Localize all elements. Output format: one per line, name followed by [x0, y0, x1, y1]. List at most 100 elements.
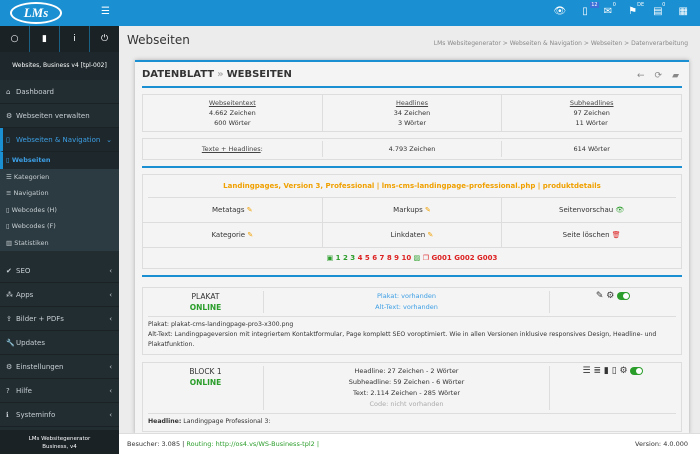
list-alt-icon[interactable]: ≣: [593, 366, 601, 376]
block-link[interactable]: 10: [401, 254, 412, 262]
bars-icon: ≡: [6, 189, 14, 197]
plakat-status: Plakat: vorhanden: [377, 292, 436, 300]
sidebar-sub-webcodes-f[interactable]: ▯ Webcodes (F): [0, 218, 119, 235]
sidebar-item-dashboard[interactable]: ⌂ Dashboard: [0, 80, 119, 104]
label: Seitenvorschau: [559, 206, 614, 214]
sidebar-item-einstellungen[interactable]: ⚙ Einstellungen ‹: [0, 355, 119, 379]
image-icon[interactable]: ▨: [413, 254, 421, 262]
sidebar-sub-webseiten[interactable]: ▯ Webseiten: [0, 152, 119, 169]
stats-box: Webseitentext 4.662 Zeichen 600 Wörter Hea…: [142, 94, 682, 132]
label: Dashboard: [16, 88, 54, 96]
mail-badge: 0: [612, 2, 616, 8]
eye-icon[interactable]: 👁: [553, 6, 567, 17]
trash-icon: 🗑: [611, 231, 621, 239]
code-file-icon[interactable]: ▯: [611, 366, 617, 376]
copy-icon[interactable]: ▮: [30, 26, 60, 52]
block-link[interactable]: 9: [394, 254, 400, 262]
plakat-block: PLAKAT ONLINE Plakat: vorhanden Alt-Text: …: [142, 287, 682, 355]
wrench-icon: 🔧: [6, 339, 15, 347]
block-link[interactable]: 8: [386, 254, 392, 262]
label: Markups: [393, 206, 423, 214]
sidebar-item-updates[interactable]: 🔧 Updates: [0, 331, 119, 355]
pencil-icon[interactable]: ✎: [595, 291, 604, 301]
sidebar-sub-statistiken[interactable]: ▥ Statistiken: [0, 235, 119, 252]
total-label: Texte + Headlines:: [201, 145, 263, 153]
preview-button[interactable]: Seitenvorschau 👁: [501, 198, 681, 222]
sidebar-item-webseiten-verwalten[interactable]: ⚙ Webseiten verwalten: [0, 104, 119, 128]
markups-button[interactable]: Markups ✎: [321, 198, 502, 222]
flag-badge: DE: [637, 2, 645, 8]
gears-icon: ⚙: [6, 363, 13, 371]
mail-icon[interactable]: ✉ 0: [603, 2, 616, 17]
back-arrow-icon[interactable]: ←: [636, 71, 645, 81]
routing-link[interactable]: Routing: http://os4.vs/WS-Business-tpl2 …: [186, 440, 320, 448]
metatags-button[interactable]: Metatags ✎: [143, 198, 322, 222]
refresh-icon[interactable]: ○: [0, 26, 30, 52]
sidebar-item-seo[interactable]: ✔ SEO ‹: [0, 259, 119, 283]
gear-icon[interactable]: ⚙: [619, 366, 628, 376]
visitor-count: Besucher: 3.085 |: [127, 440, 185, 448]
book-icon[interactable]: ▰: [672, 71, 679, 81]
sidebar-item-apps[interactable]: ⁂ Apps ‹: [0, 283, 119, 307]
code-link[interactable]: G002: [454, 254, 475, 262]
file-icon: ▯: [6, 136, 10, 144]
copy-icon[interactable]: ❐: [422, 254, 429, 262]
kategorie-button[interactable]: Kategorie ✎: [143, 223, 322, 247]
label: Linkdaten: [390, 231, 426, 239]
list-icon[interactable]: ☰: [582, 366, 591, 376]
notes-icon[interactable]: ▯ 12: [582, 2, 599, 17]
upload-icon: ⇪: [6, 315, 12, 323]
chevron-left-icon: ‹: [109, 267, 112, 275]
sidebar-title: Websites, Business v4 [tpl-002]: [0, 52, 119, 80]
grid-icon[interactable]: ▦: [678, 6, 688, 17]
delete-page-button[interactable]: Seite löschen 🗑: [501, 223, 681, 247]
refresh-icon[interactable]: ⟳: [654, 71, 663, 81]
info-icon[interactable]: i: [60, 26, 90, 52]
block-link[interactable]: 3: [350, 254, 356, 262]
message-badge: 0: [662, 2, 666, 8]
sidebar-item-bilder-pdfs[interactable]: ⇪ Bilder + PDFs ‹: [0, 307, 119, 331]
chart-icon: ▥: [6, 238, 15, 247]
label: Webseiten & Navigation: [16, 136, 101, 144]
stat-words: 600 Wörter: [214, 119, 251, 127]
online-toggle[interactable]: [630, 366, 644, 375]
chevron-left-icon: ‹: [109, 411, 112, 419]
label: Webseiten: [11, 156, 51, 164]
power-icon[interactable]: ⏻: [100, 34, 109, 44]
list-icon: ☰: [6, 172, 14, 181]
online-toggle[interactable]: [617, 291, 631, 300]
file-icon[interactable]: ▮: [603, 366, 609, 376]
linkdaten-button[interactable]: Linkdaten ✎: [321, 223, 502, 247]
sidebar-item-systeminfo[interactable]: ℹ Systeminfo ‹: [0, 403, 119, 427]
label: Seite löschen: [562, 231, 610, 239]
block-link[interactable]: 5: [364, 254, 370, 262]
block-link[interactable]: 1: [335, 254, 341, 262]
id-card-icon[interactable]: ▣: [326, 254, 334, 262]
sidebar-sub-kategorien[interactable]: ☰ Kategorien: [0, 169, 119, 186]
notes-badge: 12: [590, 2, 599, 8]
footer-line: LMs Websitegenerator: [28, 436, 91, 442]
stat-words: 3 Wörter: [397, 119, 427, 127]
block-link[interactable]: 2: [342, 254, 348, 262]
block-link[interactable]: 6: [372, 254, 378, 262]
label: Einstellungen: [16, 363, 64, 371]
block-link[interactable]: 4: [357, 254, 363, 262]
label: Statistiken: [14, 238, 49, 247]
label: Bilder + PDFs: [16, 315, 64, 323]
menu-toggle-icon[interactable]: ☰: [101, 6, 110, 17]
code-link[interactable]: G001: [431, 254, 452, 262]
sidebar-item-webseiten-navigation[interactable]: ▯ Webseiten & Navigation ⌄: [0, 128, 119, 152]
title-part: DATENBLATT: [142, 68, 215, 80]
flag-icon[interactable]: ⚑ DE: [628, 2, 645, 17]
pencil-icon: ✎: [424, 206, 431, 214]
gear-icon[interactable]: ⚙: [606, 291, 615, 301]
sidebar-sub-navigation[interactable]: ≡ Navigation: [0, 185, 119, 202]
block-link[interactable]: 7: [379, 254, 385, 262]
message-icon[interactable]: ▤ 0: [653, 2, 666, 17]
code-link[interactable]: G003: [477, 254, 498, 262]
logo[interactable]: LMs: [10, 2, 62, 24]
stat-label: Subheadlines: [569, 99, 614, 107]
sidebar-sub-webcodes-h[interactable]: ▯ Webcodes (H): [0, 202, 119, 219]
sidebar-item-hilfe[interactable]: ? Hilfe ‹: [0, 379, 119, 403]
label: Updates: [16, 339, 45, 347]
